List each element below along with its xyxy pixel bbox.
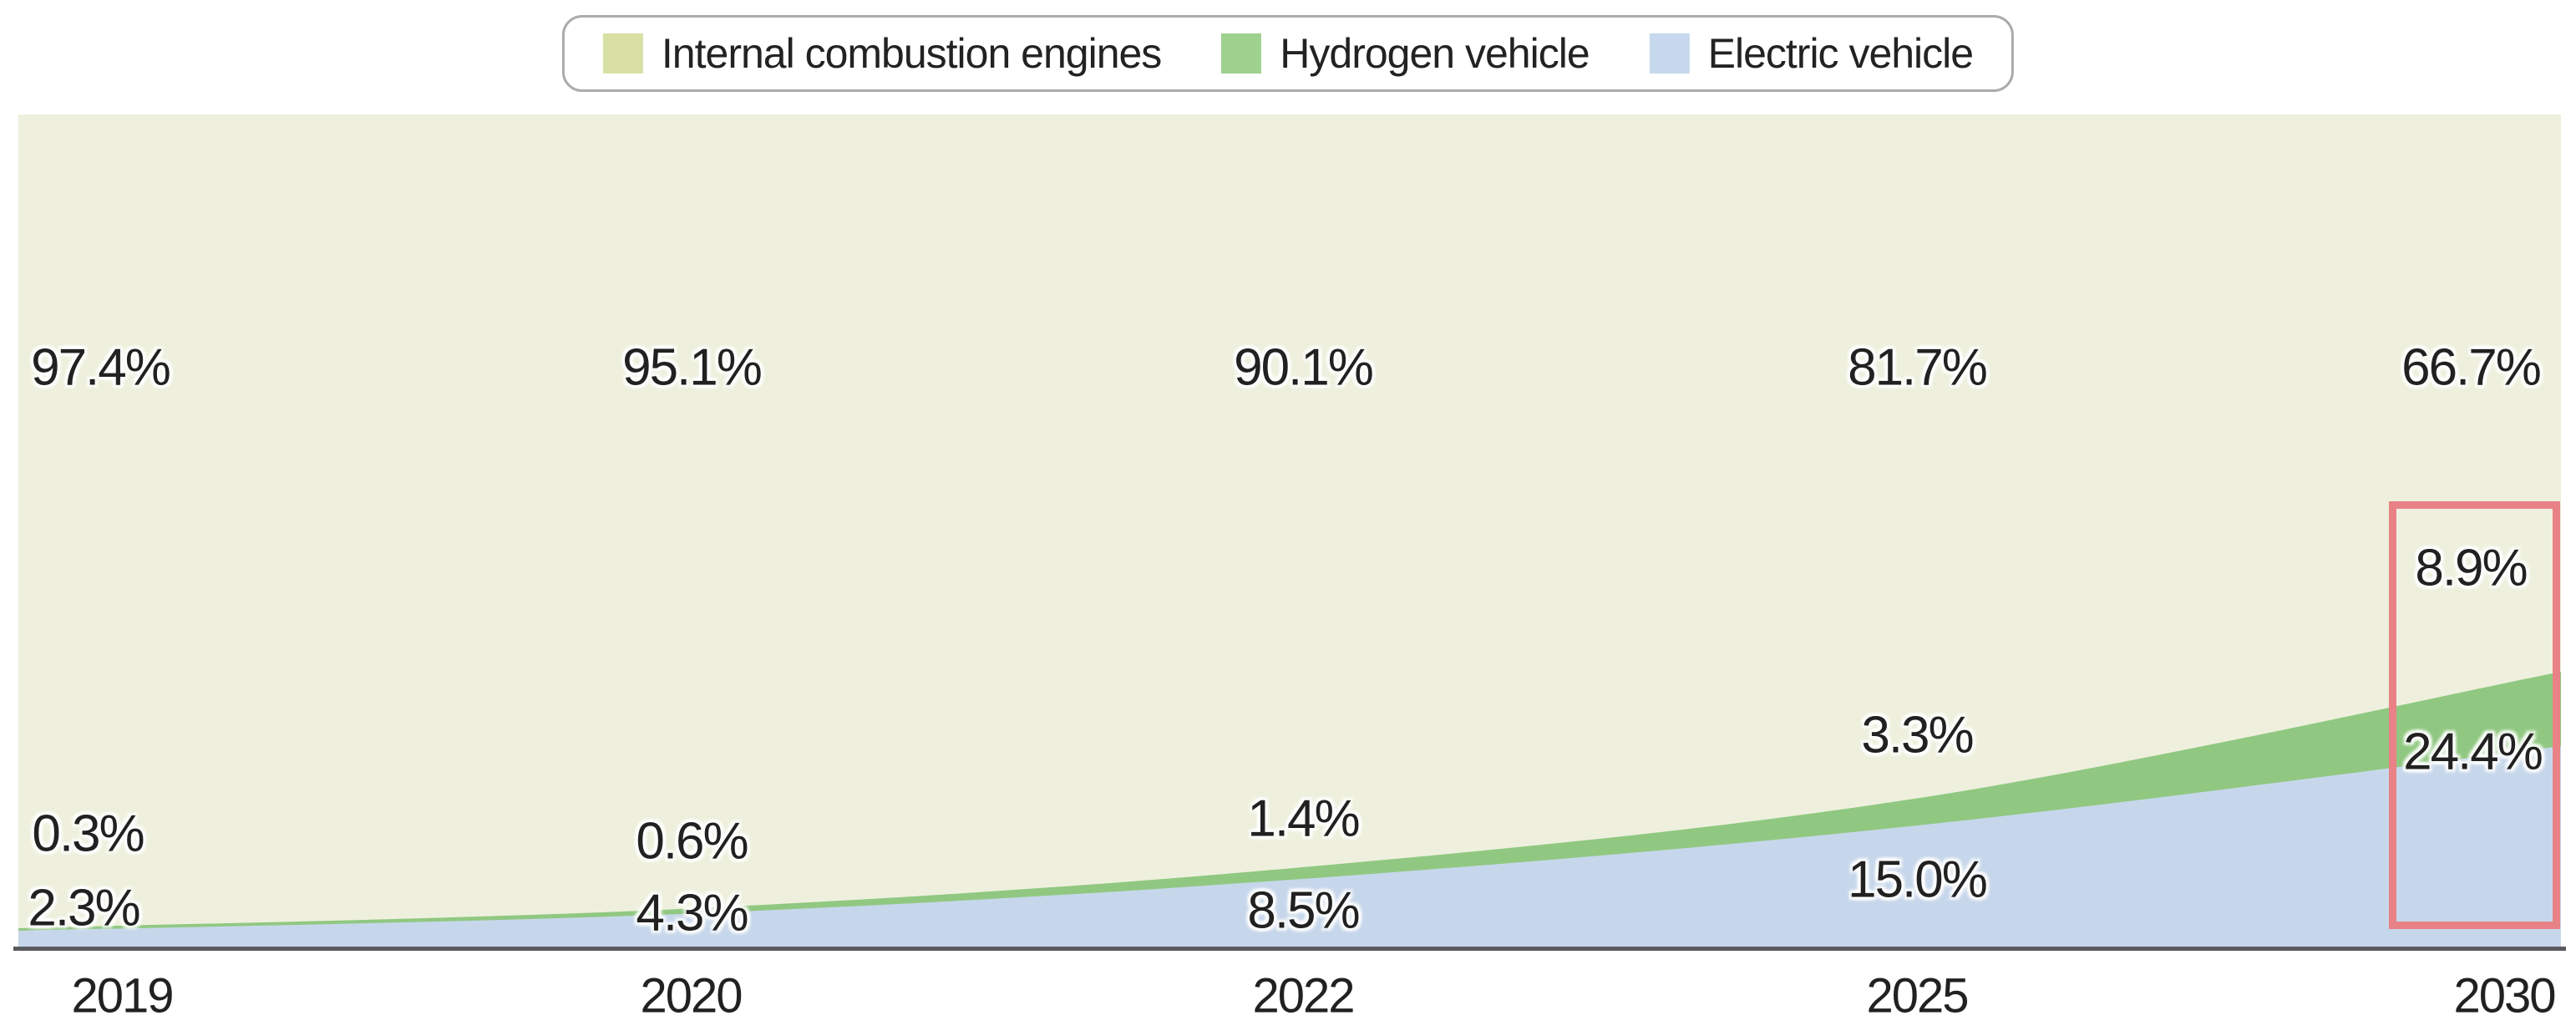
electric-share-label-2020: 4.3% (636, 884, 748, 942)
legend-swatch-hydrogen (1221, 33, 1262, 74)
legend-item-electric: Electric vehicle (1649, 29, 1974, 78)
electric-share-label-2022: 8.5% (1247, 881, 1360, 940)
ice-share-label-2025: 81.7% (1848, 338, 1988, 397)
legend-swatch-internal-combustion (602, 33, 643, 74)
x-tick-2025: 2025 (1866, 968, 1969, 1023)
legend-item-hydrogen: Hydrogen vehicle (1221, 29, 1590, 78)
legend-item-internal-combustion: Internal combustion engines (602, 29, 1162, 78)
x-tick-2020: 2020 (640, 968, 743, 1023)
ice-share-label-2022: 90.1% (1234, 338, 1374, 397)
legend-swatch-electric (1649, 33, 1690, 74)
electric-area (18, 746, 2561, 950)
electric-share-label-2025: 15.0% (1848, 851, 1988, 909)
legend-label-electric: Electric vehicle (1707, 30, 1974, 77)
x-axis-line (13, 947, 2566, 951)
legend: Internal combustion engines Hydrogen veh… (561, 15, 2015, 92)
stacked-area-canvas (18, 672, 2561, 950)
legend-label-internal-combustion: Internal combustion engines (661, 30, 1162, 77)
ice-share-label-2020: 95.1% (622, 338, 763, 397)
ice-share-label-2019: 97.4% (31, 338, 171, 397)
legend-label-hydrogen: Hydrogen vehicle (1280, 30, 1590, 77)
hydrogen-share-label-2019: 0.3% (32, 805, 145, 863)
hydrogen-share-label-2025: 3.3% (1861, 706, 1974, 764)
x-tick-2030: 2030 (2453, 968, 2556, 1023)
highlight-box-2030 (2389, 501, 2560, 929)
ice-share-label-2030: 66.7% (2401, 338, 2542, 397)
x-axis: 2019 2020 2022 2025 2030 (18, 962, 2561, 1029)
hydrogen-share-label-2022: 1.4% (1247, 790, 1360, 848)
x-tick-2019: 2019 (71, 968, 174, 1023)
hydrogen-share-label-2030: 8.9% (2415, 539, 2528, 597)
plot-area: 97.4% 95.1% 90.1% 81.7% 66.7% 0.3% 0.6% … (18, 114, 2561, 950)
electric-share-label-2030: 24.4% (2403, 723, 2543, 781)
hydrogen-share-label-2020: 0.6% (636, 812, 748, 871)
x-tick-2022: 2022 (1252, 968, 1355, 1023)
electric-share-label-2019: 2.3% (28, 879, 140, 937)
